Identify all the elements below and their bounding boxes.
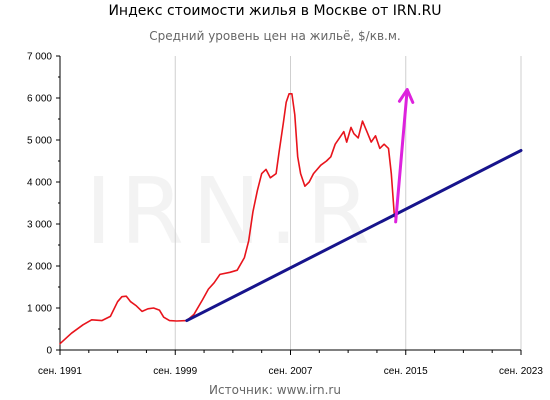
price-index-line xyxy=(59,93,397,345)
watermark: IRN.R xyxy=(85,158,378,265)
trend-line xyxy=(185,149,523,323)
y-tick-label: 0 xyxy=(46,346,52,357)
y-tick-label: 5 000 xyxy=(27,136,52,147)
arrow-layer xyxy=(394,88,415,224)
arrow-shaft xyxy=(394,88,409,224)
y-tick-label: 6 000 xyxy=(27,94,52,105)
y-tick-label: 7 000 xyxy=(27,52,52,63)
source-note: Источник: www.irn.ru xyxy=(209,383,341,397)
y-tick-label: 2 000 xyxy=(27,262,52,273)
y-tick-label: 4 000 xyxy=(27,178,52,189)
y-tick-label: 1 000 xyxy=(27,304,52,315)
chart-subtitle: Средний уровень цен на жильё, $/кв.м. xyxy=(149,29,401,43)
axis-layer: 0 1 000 2 000 3 000 4 000 5 000 6 000 7 000 сен.… xyxy=(27,52,543,378)
x-tick-label: сен. 2007 xyxy=(269,366,313,377)
series-layer xyxy=(59,93,523,345)
x-tick-label: сен. 2023 xyxy=(499,366,543,377)
x-tick-label: сен. 1991 xyxy=(38,366,82,377)
y-tick-label: 3 000 xyxy=(27,220,52,231)
chart-title: Индекс стоимости жилья в Москве от IRN.R… xyxy=(108,3,442,19)
x-tick-label: сен. 1999 xyxy=(153,366,197,377)
x-tick-label: сен. 2015 xyxy=(384,366,428,377)
arrow-head xyxy=(397,88,415,104)
